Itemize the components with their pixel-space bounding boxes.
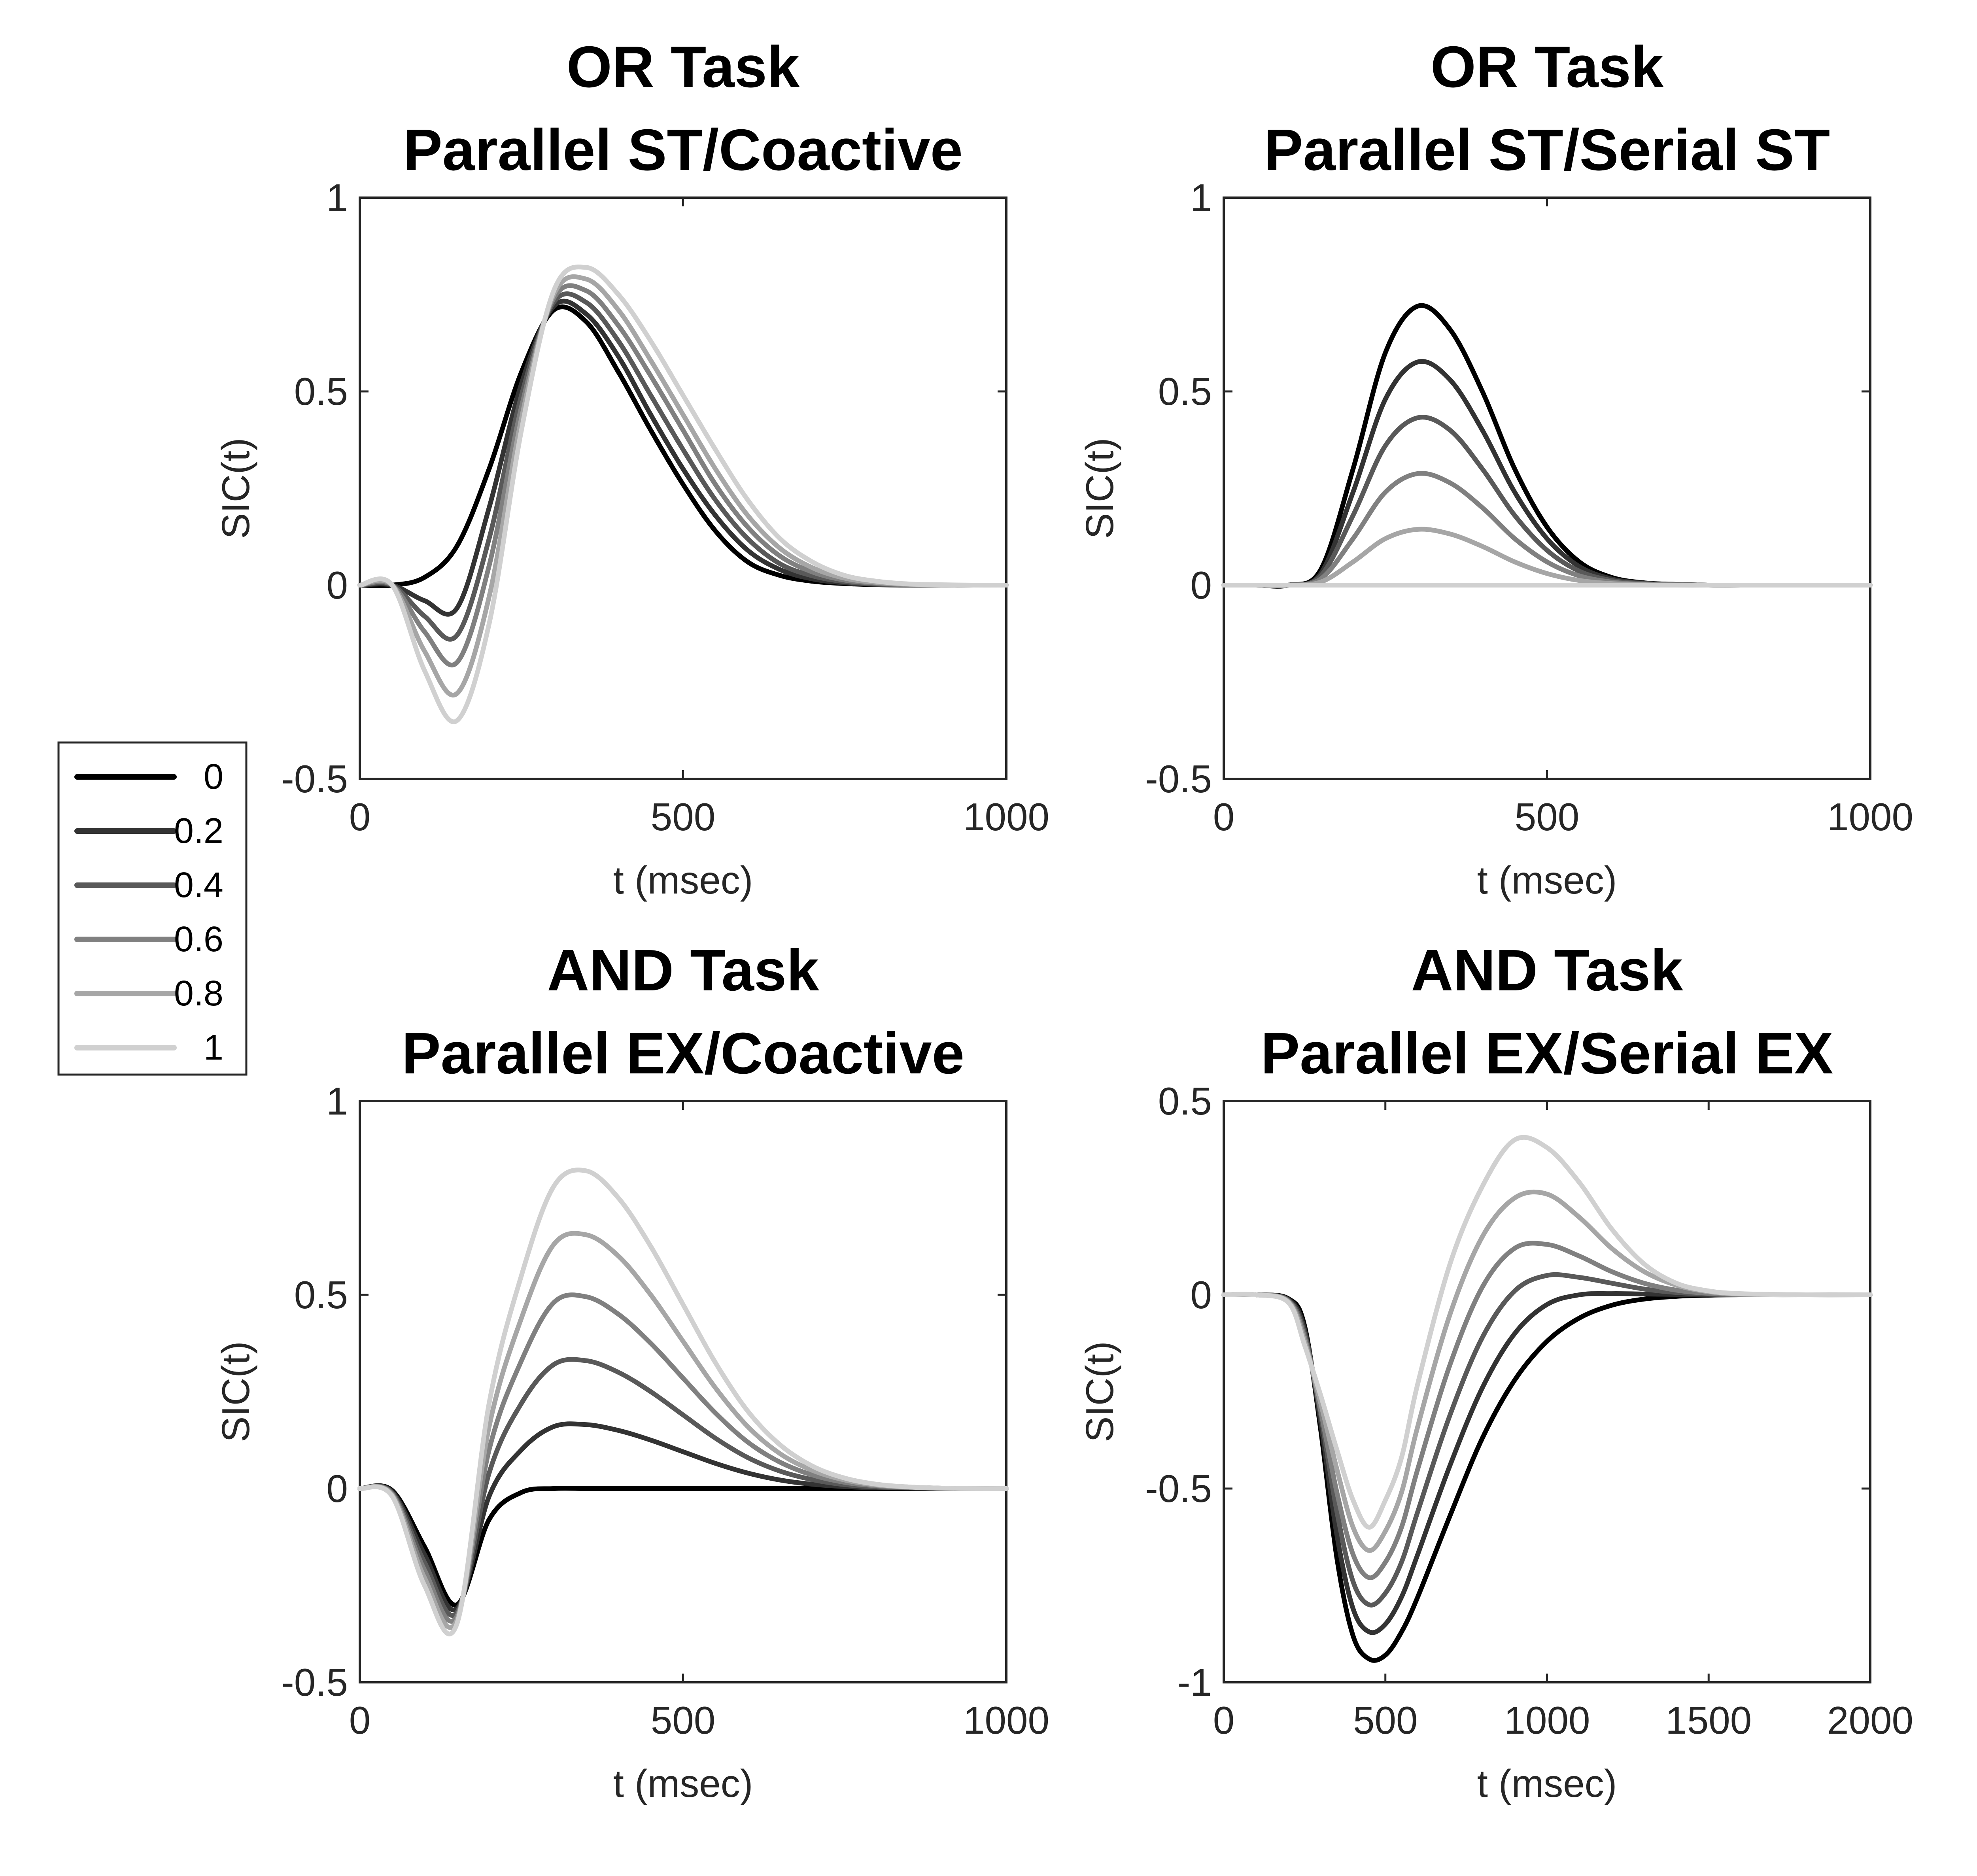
y-tick-label: -0.5 [1145, 1467, 1212, 1510]
x-tick-label: 0 [349, 795, 371, 839]
legend-label: 0.8 [174, 974, 223, 1013]
x-tick-label: 1000 [1504, 1698, 1590, 1742]
x-tick-label: 0 [349, 1698, 371, 1742]
x-tick-label: 1000 [1827, 795, 1913, 839]
y-tick-label: -0.5 [281, 1661, 348, 1704]
x-tick-label: 1500 [1665, 1698, 1752, 1742]
legend-label: 0.6 [174, 920, 223, 959]
x-axis-label: t (msec) [613, 1762, 753, 1805]
x-axis-label: t (msec) [1477, 858, 1617, 902]
y-tick-label: -1 [1178, 1661, 1212, 1704]
x-tick-label: 500 [651, 795, 716, 839]
y-axis-label: SIC(t) [214, 438, 257, 539]
x-tick-label: 0 [1213, 1698, 1235, 1742]
series-line-1 [357, 264, 1009, 724]
y-tick-label: -0.5 [281, 757, 348, 801]
x-tick-label: 500 [1515, 795, 1580, 839]
x-tick-label: 500 [1353, 1698, 1418, 1742]
legend-label: 0.4 [174, 865, 223, 905]
y-tick-label: 0.5 [1158, 370, 1212, 413]
y-tick-label: 1 [1190, 176, 1212, 219]
panel-title-line: OR Task [1431, 34, 1664, 100]
x-tick-label: 500 [651, 1698, 716, 1742]
x-tick-label: 2000 [1827, 1698, 1913, 1742]
panel-title-line: AND Task [1411, 938, 1683, 1003]
plot-frame [1223, 1100, 1871, 1683]
x-axis-label: t (msec) [1477, 1762, 1617, 1805]
x-tick-label: 1000 [963, 795, 1049, 839]
x-tick-label: 1000 [963, 1698, 1049, 1742]
series-line-1 [1221, 1135, 1873, 1530]
y-tick-label: 0 [326, 1467, 348, 1510]
panel-title-line: Parallel ST/Serial ST [1264, 117, 1830, 183]
y-axis-label: SIC(t) [1078, 1341, 1121, 1442]
panel-title-line: Parallel EX/Coactive [402, 1021, 964, 1086]
y-tick-label: 0 [326, 563, 348, 607]
y-tick-label: 1 [326, 176, 348, 219]
panel-3: AND Task Parallel EX/Coactive 0 500 1000 -0.5… [214, 938, 1049, 1805]
y-axis-label: SIC(t) [1078, 438, 1121, 539]
panel-2: OR Task Parallel ST/Serial ST 0 500 1000 -0.5… [1078, 34, 1913, 902]
y-tick-label: 1 [326, 1079, 348, 1123]
y-tick-label: 0.5 [294, 370, 348, 413]
series-line-1 [357, 1168, 1009, 1636]
legend: 0 0.2 0.4 0.6 0.8 1 [57, 741, 248, 1076]
x-tick-label: 0 [1213, 795, 1235, 839]
plot-frame [1223, 196, 1871, 780]
legend-label: 1 [204, 1028, 223, 1067]
y-tick-label: 0.5 [294, 1273, 348, 1317]
plot-frame [359, 1100, 1007, 1683]
y-tick-label: 0 [1190, 1273, 1212, 1317]
legend-label: 0 [204, 757, 223, 797]
y-tick-label: 0 [1190, 563, 1212, 607]
panel-title-line: OR Task [567, 34, 800, 100]
y-tick-label: -0.5 [1145, 757, 1212, 801]
y-axis-label: SIC(t) [214, 1341, 257, 1442]
panel-title-line: Parallel ST/Coactive [403, 117, 963, 183]
panel-4: AND Task Parallel EX/Serial EX 0 500 1000 150… [1078, 938, 1913, 1805]
legend-label: 0.2 [174, 811, 223, 851]
panel-title-line: AND Task [547, 938, 819, 1003]
panel-title-line: Parallel EX/Serial EX [1261, 1021, 1833, 1086]
x-axis-label: t (msec) [613, 858, 753, 902]
legend-box [57, 741, 248, 1076]
y-tick-label: 0.5 [1158, 1079, 1212, 1123]
